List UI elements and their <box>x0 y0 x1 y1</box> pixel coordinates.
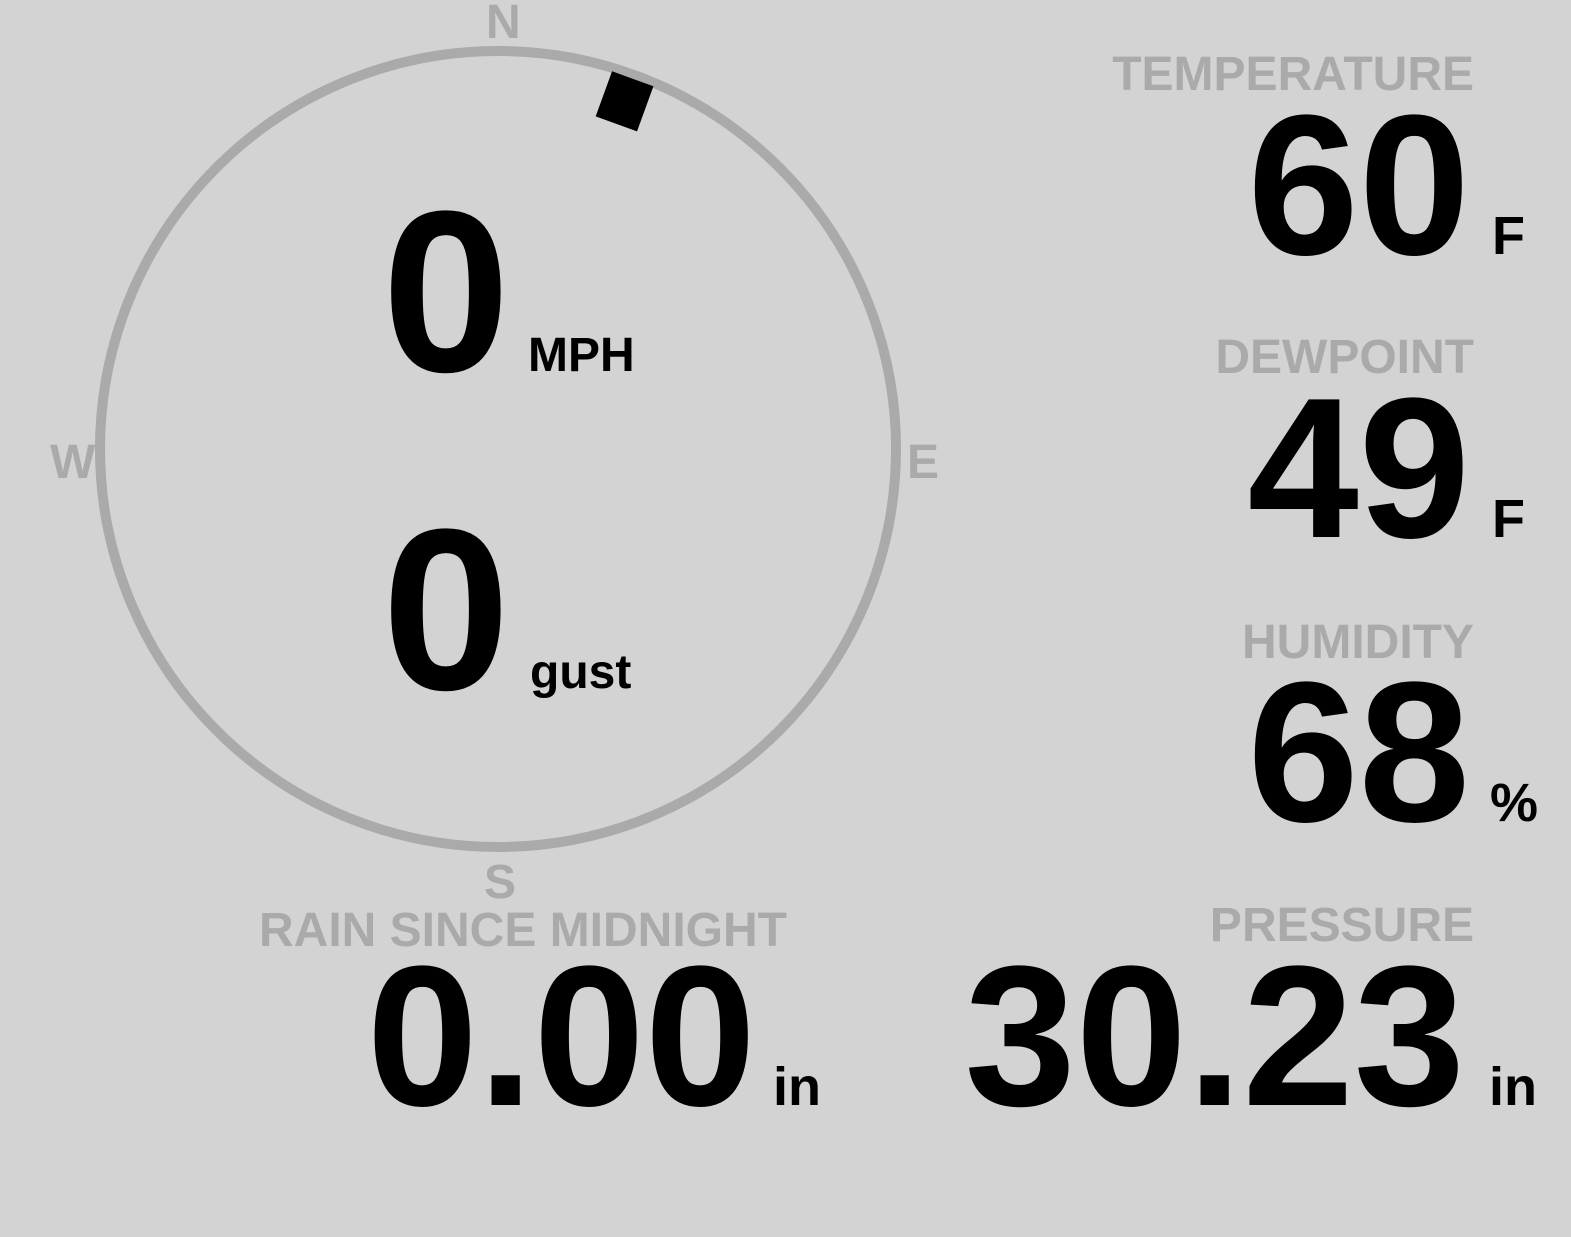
compass-north: N <box>486 0 521 49</box>
rain-label: RAIN SINCE MIDNIGHT <box>259 904 787 957</box>
humidity-label: HUMIDITY <box>1242 616 1474 669</box>
pressure-unit: in <box>1489 1057 1537 1117</box>
compass-east: E <box>907 436 940 489</box>
wind-gust-value: 0 <box>382 481 510 738</box>
humidity-unit: % <box>1490 773 1539 833</box>
wind-gust-label: gust <box>530 646 632 699</box>
compass-west: W <box>50 436 96 489</box>
compass-south: S <box>484 856 517 909</box>
temperature-value: 60 <box>1247 74 1470 297</box>
compass-ring <box>95 46 901 852</box>
pressure-label: PRESSURE <box>1209 899 1474 952</box>
rain-value: 0.00 <box>366 925 756 1148</box>
rain-unit: in <box>773 1057 821 1117</box>
dewpoint-value: 49 <box>1247 357 1470 580</box>
humidity-value: 68 <box>1247 641 1470 864</box>
temperature-unit: F <box>1492 206 1525 266</box>
wind-speed-unit: MPH <box>528 329 635 382</box>
wind-speed-value: 0 <box>382 163 510 420</box>
wind-direction-marker <box>595 71 654 132</box>
dewpoint-unit: F <box>1492 489 1525 549</box>
pressure-value: 30.23 <box>964 925 1466 1148</box>
dewpoint-label: DEWPOINT <box>1215 331 1474 384</box>
temperature-label: TEMPERATURE <box>1112 48 1474 101</box>
